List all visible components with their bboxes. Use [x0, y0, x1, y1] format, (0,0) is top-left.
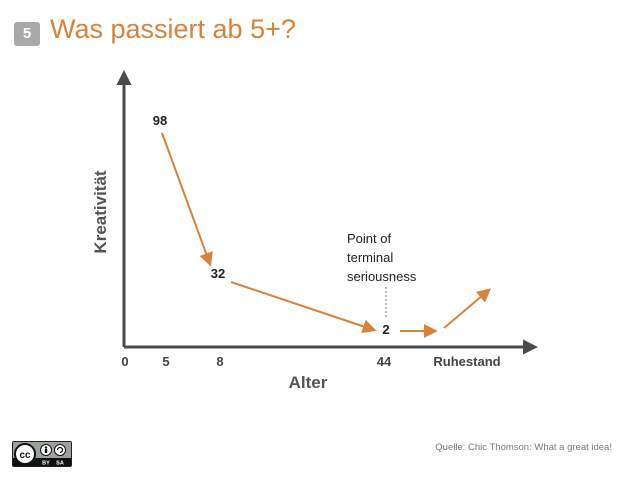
cc-icon-label: cc: [19, 450, 31, 461]
x-tick-retirement: Ruhestand: [433, 354, 500, 369]
source-credit: Quelle: Chic Thomson: What a great idea!: [435, 442, 612, 453]
annotation-line-2: terminal: [347, 250, 393, 265]
slide-title: Was passiert ab 5+?: [50, 14, 296, 44]
annotation-line-1: Point of: [347, 231, 391, 246]
point-label-32: 32: [211, 266, 225, 281]
cc-icon: [14, 443, 36, 465]
x-tick-44: 44: [377, 354, 392, 369]
by-label: BY: [42, 461, 50, 467]
y-axis-label: Kreativität: [91, 170, 110, 253]
x-tick-0: 0: [121, 354, 128, 369]
arrow-98-to-32: [161, 132, 213, 267]
arrow-rising: [443, 288, 492, 329]
cc-license-badge: cc BY SA: [12, 441, 72, 467]
slide-number-badge: 5: [14, 22, 40, 46]
x-axis-label: Alter: [289, 373, 328, 392]
annotation-line-3: seriousness: [347, 269, 417, 284]
arrow-32-to-2: [230, 281, 377, 334]
x-tick-5: 5: [162, 354, 169, 369]
point-label-2: 2: [382, 322, 389, 337]
x-tick-8: 8: [216, 354, 223, 369]
share-alike-icon: [54, 444, 66, 456]
point-label-98: 98: [153, 113, 167, 128]
sa-label: SA: [56, 461, 64, 467]
